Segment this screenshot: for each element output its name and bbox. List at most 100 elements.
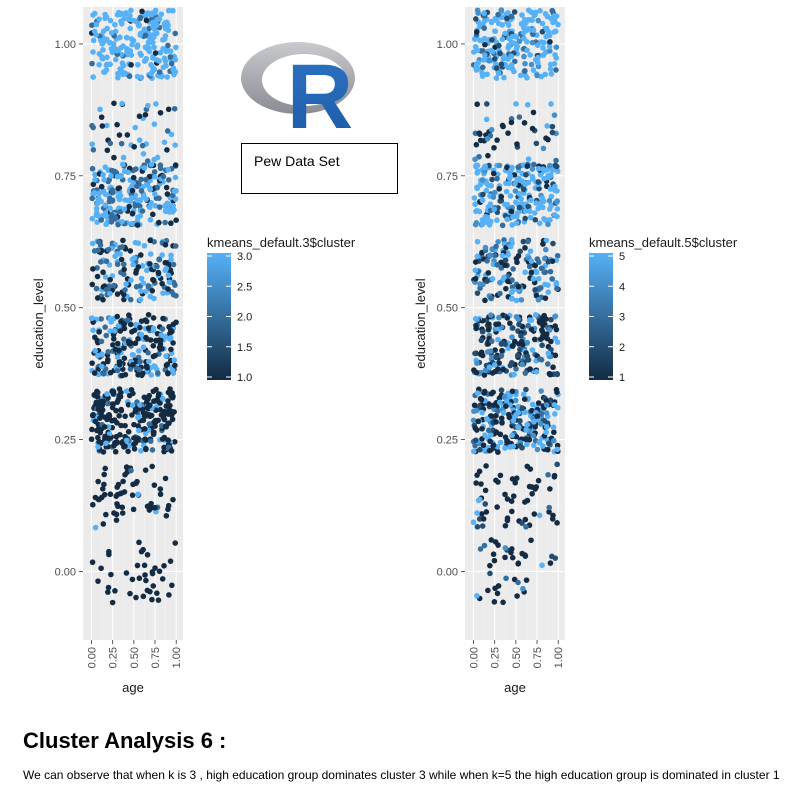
data-point bbox=[528, 317, 535, 324]
data-point bbox=[541, 39, 547, 46]
data-point bbox=[137, 358, 143, 365]
data-point bbox=[120, 154, 127, 161]
data-point bbox=[492, 28, 498, 34]
data-point bbox=[105, 400, 111, 407]
data-point bbox=[119, 218, 125, 225]
data-point bbox=[118, 51, 125, 58]
legend-break-label: 2.0 bbox=[237, 312, 252, 324]
data-point bbox=[138, 318, 145, 324]
data-point bbox=[507, 243, 514, 250]
data-point bbox=[138, 74, 145, 81]
data-point bbox=[154, 184, 160, 191]
data-point bbox=[168, 220, 174, 227]
data-point bbox=[148, 372, 155, 378]
data-point bbox=[551, 60, 558, 67]
data-point bbox=[147, 438, 154, 444]
data-point bbox=[89, 360, 95, 366]
data-point bbox=[140, 344, 147, 351]
data-point bbox=[153, 101, 159, 107]
data-point bbox=[116, 361, 123, 368]
data-point bbox=[89, 141, 95, 147]
data-point bbox=[100, 521, 107, 527]
data-point bbox=[157, 337, 164, 344]
data-point bbox=[143, 17, 150, 24]
data-point bbox=[105, 349, 111, 355]
data-point bbox=[484, 135, 491, 142]
data-point bbox=[534, 446, 541, 453]
data-point bbox=[89, 122, 95, 129]
data-point bbox=[135, 335, 141, 342]
data-point bbox=[504, 216, 511, 223]
data-point bbox=[102, 465, 109, 472]
data-point bbox=[501, 74, 507, 81]
data-point bbox=[113, 433, 120, 440]
data-point bbox=[498, 415, 505, 422]
data-point bbox=[502, 257, 509, 263]
data-point bbox=[169, 416, 176, 423]
data-point bbox=[168, 256, 174, 263]
data-point bbox=[495, 20, 502, 27]
data-point bbox=[103, 286, 110, 293]
data-point bbox=[545, 29, 552, 35]
data-point bbox=[479, 177, 486, 183]
data-point bbox=[103, 14, 110, 20]
data-point bbox=[503, 575, 509, 582]
data-point bbox=[547, 217, 553, 223]
data-point bbox=[498, 387, 505, 393]
data-point bbox=[161, 563, 167, 569]
data-point bbox=[472, 350, 478, 357]
data-point bbox=[150, 19, 156, 26]
data-point bbox=[488, 182, 495, 189]
data-point bbox=[528, 197, 534, 204]
data-point bbox=[115, 74, 121, 81]
data-point bbox=[534, 59, 541, 66]
data-point bbox=[546, 509, 552, 515]
data-point bbox=[544, 123, 551, 129]
data-point bbox=[544, 361, 551, 367]
data-point bbox=[510, 325, 516, 331]
data-point bbox=[100, 171, 106, 178]
data-point bbox=[152, 504, 158, 511]
data-point bbox=[100, 47, 106, 53]
data-point bbox=[549, 516, 556, 522]
x-tick-label: 0.00 bbox=[86, 647, 98, 668]
data-point bbox=[90, 147, 97, 153]
data-point bbox=[484, 278, 490, 285]
data-point bbox=[154, 16, 160, 23]
data-point bbox=[102, 202, 109, 208]
data-point bbox=[119, 504, 126, 511]
data-point bbox=[96, 438, 103, 445]
data-point bbox=[485, 270, 492, 276]
data-point bbox=[472, 156, 478, 163]
data-point bbox=[159, 73, 165, 80]
data-point bbox=[111, 417, 118, 423]
data-point bbox=[508, 549, 514, 556]
data-point bbox=[163, 207, 169, 214]
data-point bbox=[497, 279, 503, 286]
data-point bbox=[138, 52, 144, 58]
data-point bbox=[139, 142, 146, 149]
data-point bbox=[504, 437, 510, 444]
data-point bbox=[523, 441, 530, 448]
data-point bbox=[530, 276, 537, 282]
data-point bbox=[499, 122, 506, 129]
data-point bbox=[167, 54, 174, 60]
data-point bbox=[166, 324, 172, 330]
data-point bbox=[99, 123, 106, 129]
data-point bbox=[95, 406, 102, 413]
data-point bbox=[135, 414, 141, 421]
data-point bbox=[122, 413, 128, 420]
data-point bbox=[172, 142, 178, 148]
data-point bbox=[484, 258, 490, 264]
data-point bbox=[488, 47, 495, 54]
data-point bbox=[552, 411, 558, 417]
data-point bbox=[511, 371, 517, 378]
data-point bbox=[493, 75, 500, 81]
data-point bbox=[477, 546, 484, 552]
data-point bbox=[515, 560, 522, 567]
data-point bbox=[145, 349, 151, 356]
data-point bbox=[138, 548, 145, 555]
data-point bbox=[114, 291, 121, 297]
data-point bbox=[542, 71, 548, 78]
data-point bbox=[107, 290, 113, 297]
